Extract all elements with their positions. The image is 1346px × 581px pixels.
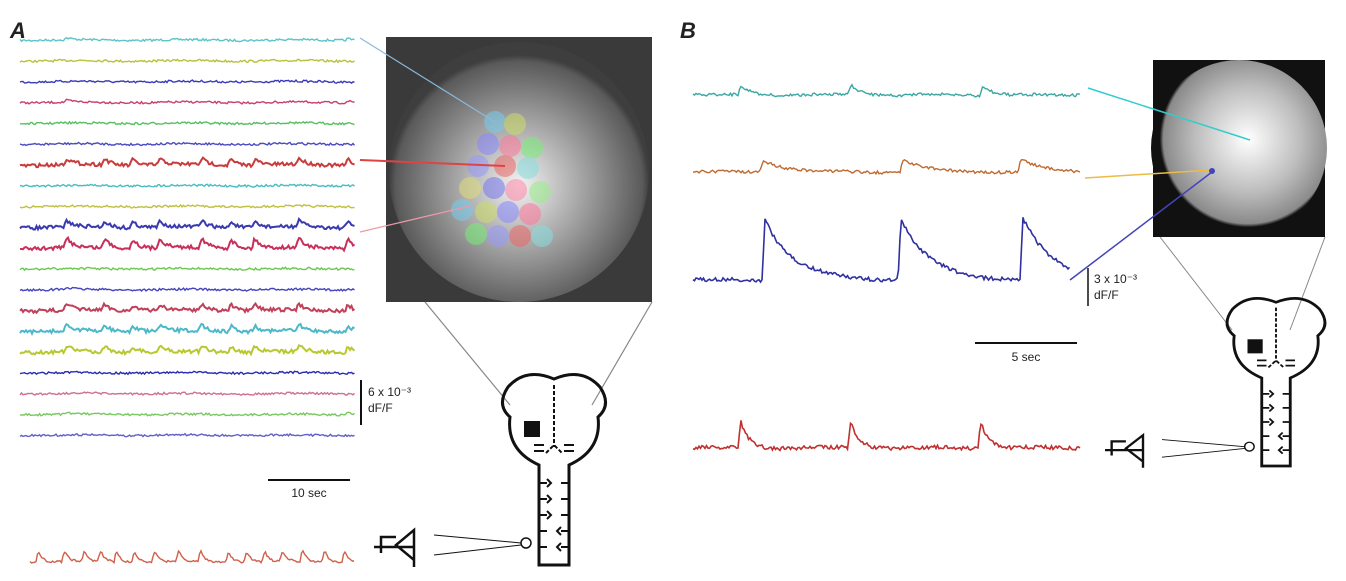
trace bbox=[20, 158, 355, 168]
roi bbox=[517, 157, 539, 179]
roi bbox=[504, 113, 526, 135]
image-b-field bbox=[1151, 60, 1327, 236]
trace bbox=[20, 392, 355, 395]
roi bbox=[487, 225, 509, 247]
scale-time: 5 sec bbox=[1012, 350, 1041, 364]
trace bbox=[693, 217, 1070, 282]
roi bbox=[465, 223, 487, 245]
trace bbox=[20, 184, 355, 187]
trace bbox=[20, 288, 355, 292]
trace bbox=[20, 434, 355, 437]
roi bbox=[519, 203, 541, 225]
scale-amplitude: 3 x 10⁻³ bbox=[1094, 272, 1137, 286]
trace bbox=[20, 412, 355, 416]
panel-label: A bbox=[9, 18, 26, 43]
trace bbox=[693, 85, 1080, 97]
trace bbox=[20, 205, 355, 208]
roi bbox=[499, 135, 521, 157]
trace bbox=[20, 38, 355, 42]
trace bbox=[20, 219, 355, 230]
trace bbox=[20, 99, 355, 104]
roi bbox=[529, 181, 551, 203]
roi bbox=[509, 225, 531, 247]
roi bbox=[505, 179, 527, 201]
trace bbox=[20, 345, 355, 354]
trace bbox=[20, 371, 355, 374]
trace bbox=[20, 59, 355, 62]
trace bbox=[20, 80, 355, 83]
roi bbox=[459, 177, 481, 199]
trace bbox=[20, 267, 355, 270]
cord-diagram-a bbox=[374, 375, 606, 568]
trace bbox=[20, 324, 355, 334]
panel-label: B bbox=[680, 18, 696, 43]
trace bbox=[30, 551, 354, 563]
roi bbox=[531, 225, 553, 247]
trace bbox=[693, 420, 1080, 450]
trace bbox=[20, 143, 355, 146]
roi bbox=[475, 201, 497, 223]
scale-amplitude: 6 x 10⁻³ bbox=[368, 385, 411, 399]
scale-unit: dF/F bbox=[1094, 288, 1119, 302]
scale-time: 10 sec bbox=[291, 486, 326, 500]
roi bbox=[521, 137, 543, 159]
roi bbox=[497, 201, 519, 223]
roi bbox=[477, 133, 499, 155]
trace bbox=[20, 304, 355, 313]
trace bbox=[20, 122, 355, 125]
figure: A B 6 x 10⁻³ dF/F 10 sec 3 x 10⁻³ dF/F 5… bbox=[0, 0, 1346, 581]
scale-unit: dF/F bbox=[368, 401, 393, 415]
roi bbox=[483, 177, 505, 199]
trace bbox=[20, 238, 355, 251]
trace bbox=[693, 160, 1080, 174]
